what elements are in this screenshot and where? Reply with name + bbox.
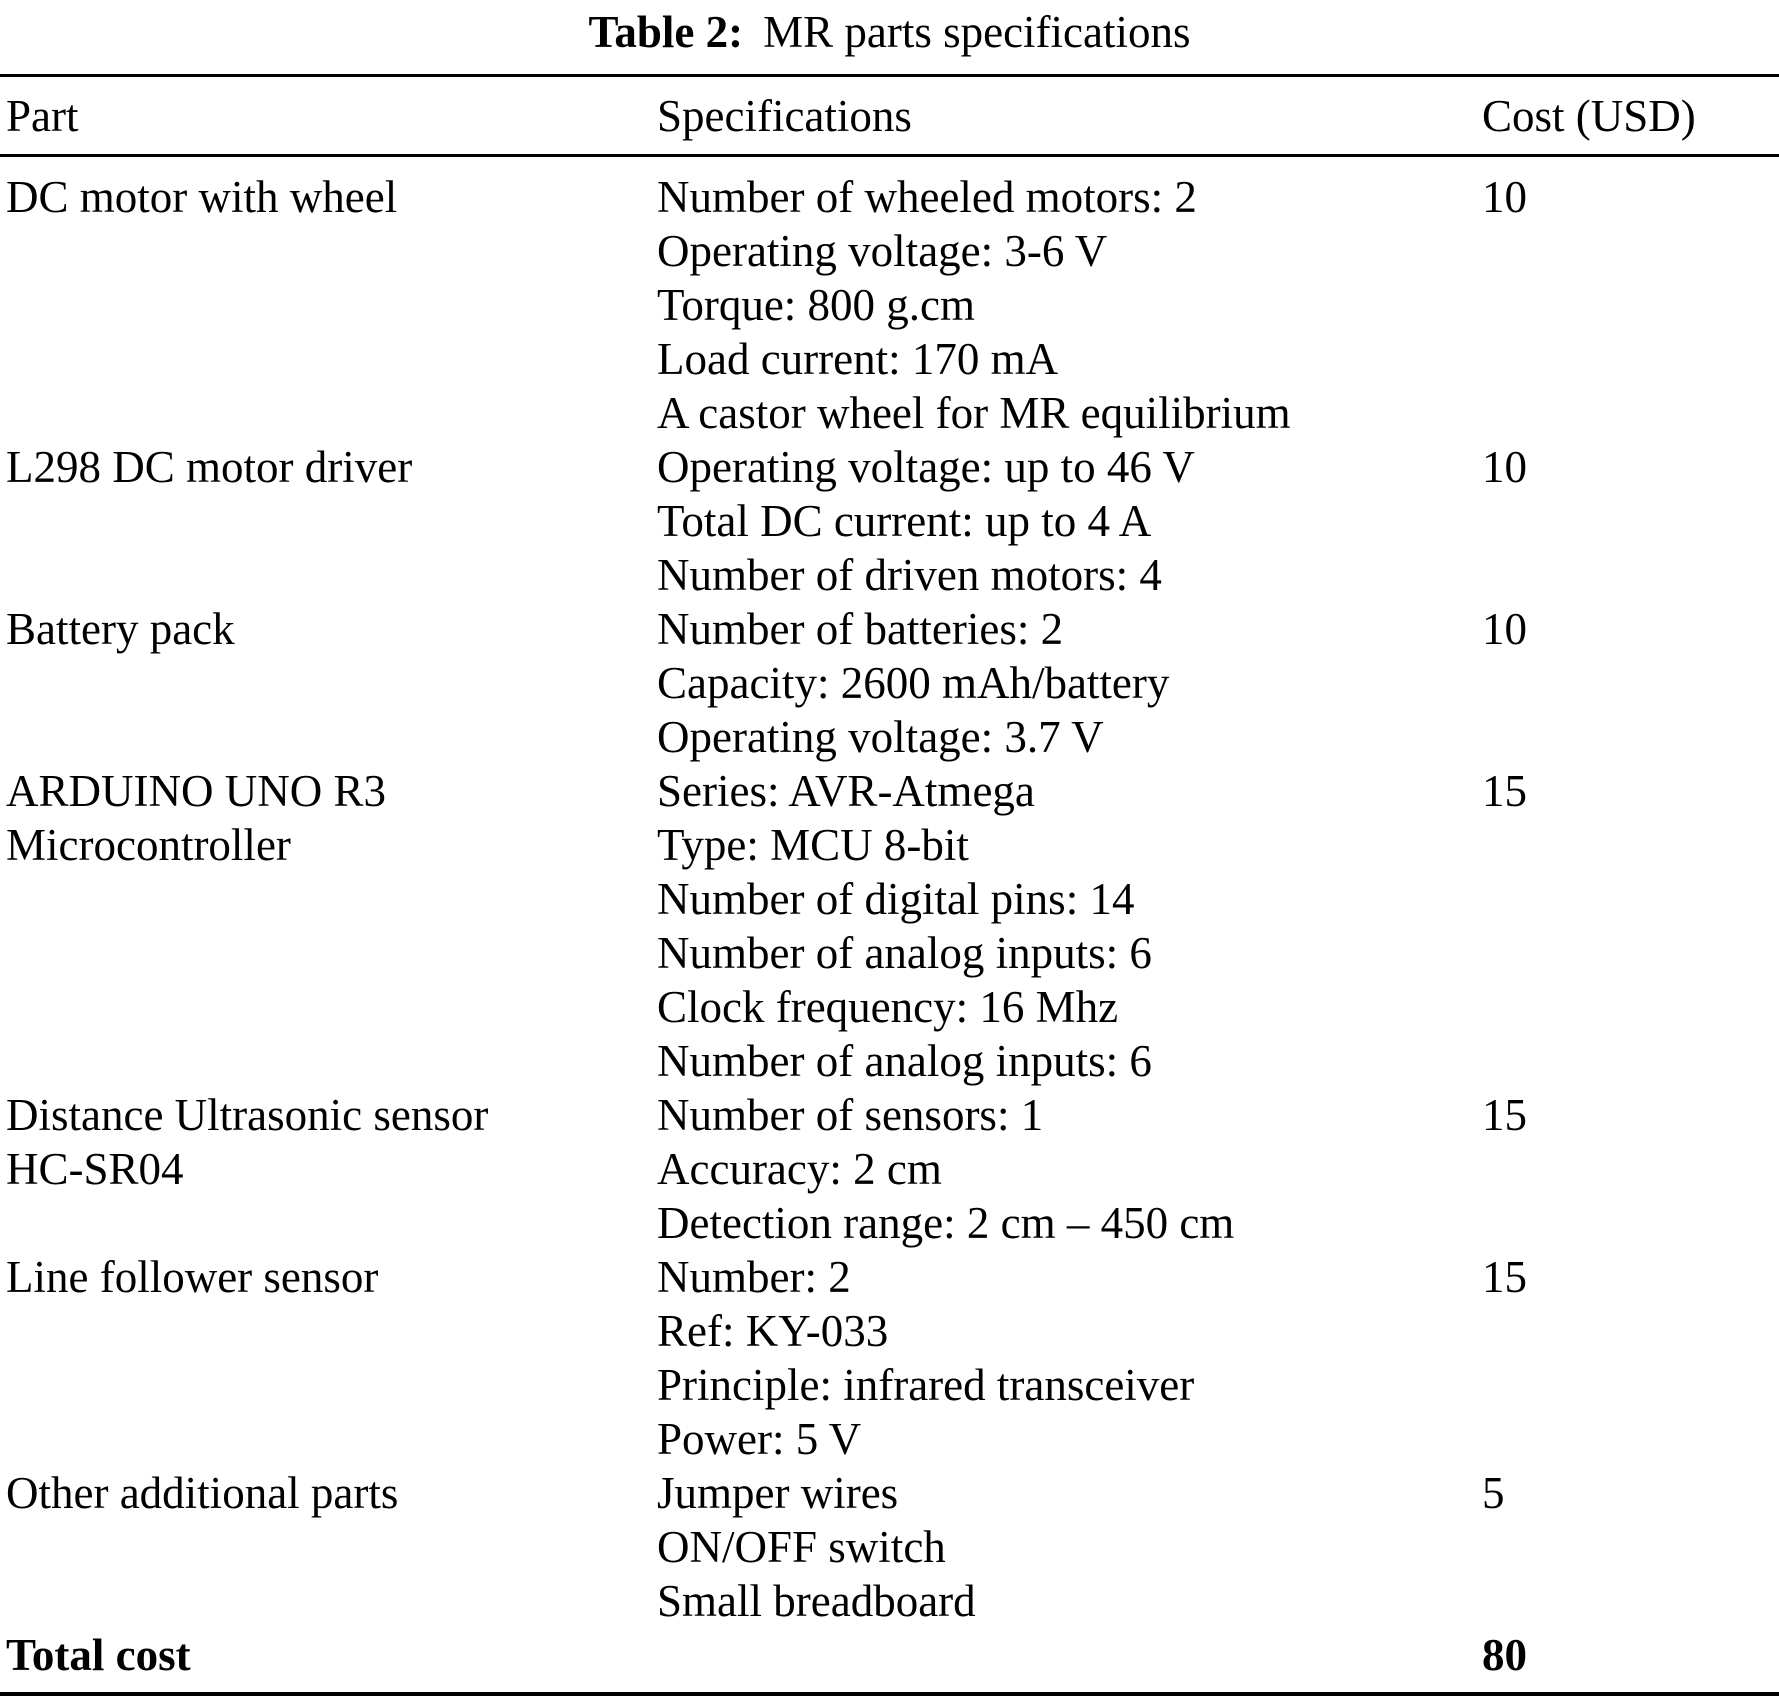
table-cell-cost: 10	[1482, 602, 1779, 656]
spec-line: Detection range: 2 cm – 450 cm	[657, 1198, 1235, 1248]
spec-line: Small breadboard	[657, 1576, 976, 1626]
spec-line: Number: 2	[657, 1252, 851, 1302]
table-cell-part: L298 DC motor driver	[6, 440, 657, 494]
table-header-row: Part Specifications Cost (USD)	[0, 77, 1779, 154]
spec-line: Number of digital pins: 14	[657, 874, 1135, 924]
spec-line: Load current: 170 mA	[657, 334, 1059, 384]
spec-line: Accuracy: 2 cm	[657, 1144, 942, 1194]
table-row: ARDUINO UNO R3 Microcontroller Series: AVR…	[6, 764, 1779, 1088]
table-cell-specs: Number of sensors: 1 Accuracy: 2 cm Detect…	[657, 1088, 1482, 1250]
table-top-rule	[0, 74, 1779, 77]
table-cell-part: DC motor with wheel	[6, 170, 657, 224]
spec-line: Operating voltage: 3.7 V	[657, 712, 1104, 762]
table-cell-cost: 10	[1482, 440, 1779, 494]
table-cell-part: Distance Ultrasonic sensor HC-SR04	[6, 1088, 657, 1196]
table-cell-cost: 80	[1482, 1628, 1779, 1682]
spec-line: Number of batteries: 2	[657, 604, 1064, 654]
spec-line: Clock frequency: 16 Mhz	[657, 982, 1119, 1032]
part-name-line: Battery pack	[6, 604, 235, 654]
table-cell-specs: Number: 2 Ref: KY-033 Principle: infrared …	[657, 1250, 1482, 1466]
table-cell-cost: 15	[1482, 1088, 1779, 1142]
table-cell-specs: Number of wheeled motors: 2 Operating vol…	[657, 170, 1482, 440]
column-header-specifications: Specifications	[657, 90, 912, 141]
table-row: Other additional parts Jumper wires ON/OFF…	[6, 1466, 1779, 1628]
cost-value: 10	[1482, 604, 1527, 654]
spec-line: Capacity: 2600 mAh/battery	[657, 658, 1170, 708]
table-total-row: Total cost 80	[6, 1628, 1779, 1682]
spec-line: Ref: KY-033	[657, 1306, 889, 1356]
table-cell-cost: 15	[1482, 1250, 1779, 1304]
spec-line: Operating voltage: up to 46 V	[657, 442, 1195, 492]
part-name-line: Line follower sensor	[6, 1252, 379, 1302]
table-caption: Table 2: MR parts specifications	[0, 0, 1779, 74]
cost-value: 5	[1482, 1468, 1505, 1518]
spec-line: Number of sensors: 1	[657, 1090, 1044, 1140]
spec-line: ON/OFF switch	[657, 1522, 946, 1572]
spec-line: Number of analog inputs: 6	[657, 928, 1152, 978]
table-row: Battery pack Number of batteries: 2 Capaci…	[6, 602, 1779, 764]
table-cell-cost: 5	[1482, 1466, 1779, 1520]
table-cell-specs: Number of batteries: 2 Capacity: 2600 mAh…	[657, 602, 1482, 764]
column-header-part: Part	[6, 90, 79, 141]
table-cell-specs: Series: AVR-Atmega Type: MCU 8-bit Number …	[657, 764, 1482, 1088]
spec-line: Series: AVR-Atmega	[657, 766, 1035, 816]
table-cell-part: Other additional parts	[6, 1466, 657, 1520]
cost-value: 10	[1482, 442, 1527, 492]
part-name-line: DC motor with wheel	[6, 172, 398, 222]
cost-value: 15	[1482, 1252, 1527, 1302]
table-cell-specs: Operating voltage: up to 46 V Total DC cu…	[657, 440, 1482, 602]
table-cell-cost: 10	[1482, 170, 1779, 224]
part-name-line: ARDUINO UNO R3	[6, 766, 386, 816]
table-header-rule	[0, 154, 1779, 157]
spec-line: Jumper wires	[657, 1468, 899, 1518]
part-name-line: HC-SR04	[6, 1144, 184, 1194]
column-header-cost: Cost (USD)	[1482, 90, 1696, 141]
part-name-line: L298 DC motor driver	[6, 442, 413, 492]
table-cell-cost: 15	[1482, 764, 1779, 818]
spec-line: Power: 5 V	[657, 1414, 862, 1464]
table-cell-part: Line follower sensor	[6, 1250, 657, 1304]
spec-line: Number of wheeled motors: 2	[657, 172, 1197, 222]
spec-line: A castor wheel for MR equilibrium	[657, 388, 1291, 438]
table-cell-specs: Jumper wires ON/OFF switch Small breadboar…	[657, 1466, 1482, 1628]
part-name-line: Distance Ultrasonic sensor	[6, 1090, 489, 1140]
table-row: DC motor with wheel Number of wheeled mot…	[6, 170, 1779, 440]
part-name-line: Other additional parts	[6, 1468, 399, 1518]
table-cell-part: Battery pack	[6, 602, 657, 656]
spec-line: Torque: 800 g.cm	[657, 280, 976, 330]
spec-line: Type: MCU 8-bit	[657, 820, 969, 870]
cost-value: 10	[1482, 172, 1527, 222]
spec-line: Number of analog inputs: 6	[657, 1036, 1152, 1086]
spec-line: Number of driven motors: 4	[657, 550, 1162, 600]
table-cell-part: ARDUINO UNO R3 Microcontroller	[6, 764, 657, 872]
table-row: L298 DC motor driver Operating voltage: u…	[6, 440, 1779, 602]
table-cell-part: Total cost	[6, 1628, 657, 1682]
table-caption-text: MR parts specifications	[763, 7, 1191, 57]
table-bottom-rule	[0, 1692, 1779, 1696]
part-name-line: Microcontroller	[6, 820, 291, 870]
cost-value: 15	[1482, 766, 1527, 816]
total-label: Total cost	[6, 1630, 191, 1680]
table-row: Line follower sensor Number: 2 Ref: KY-033…	[6, 1250, 1779, 1466]
total-cost-value: 80	[1482, 1630, 1527, 1680]
spec-line: Principle: infrared transceiver	[657, 1360, 1195, 1410]
table-row: Distance Ultrasonic sensor HC-SR04 Number …	[6, 1088, 1779, 1250]
spec-line: Total DC current: up to 4 A	[657, 496, 1152, 546]
cost-value: 15	[1482, 1090, 1527, 1140]
spec-line: Operating voltage: 3-6 V	[657, 226, 1108, 276]
table-body: DC motor with wheel Number of wheeled mot…	[0, 157, 1779, 1692]
table-caption-label: Table 2:	[588, 7, 744, 57]
